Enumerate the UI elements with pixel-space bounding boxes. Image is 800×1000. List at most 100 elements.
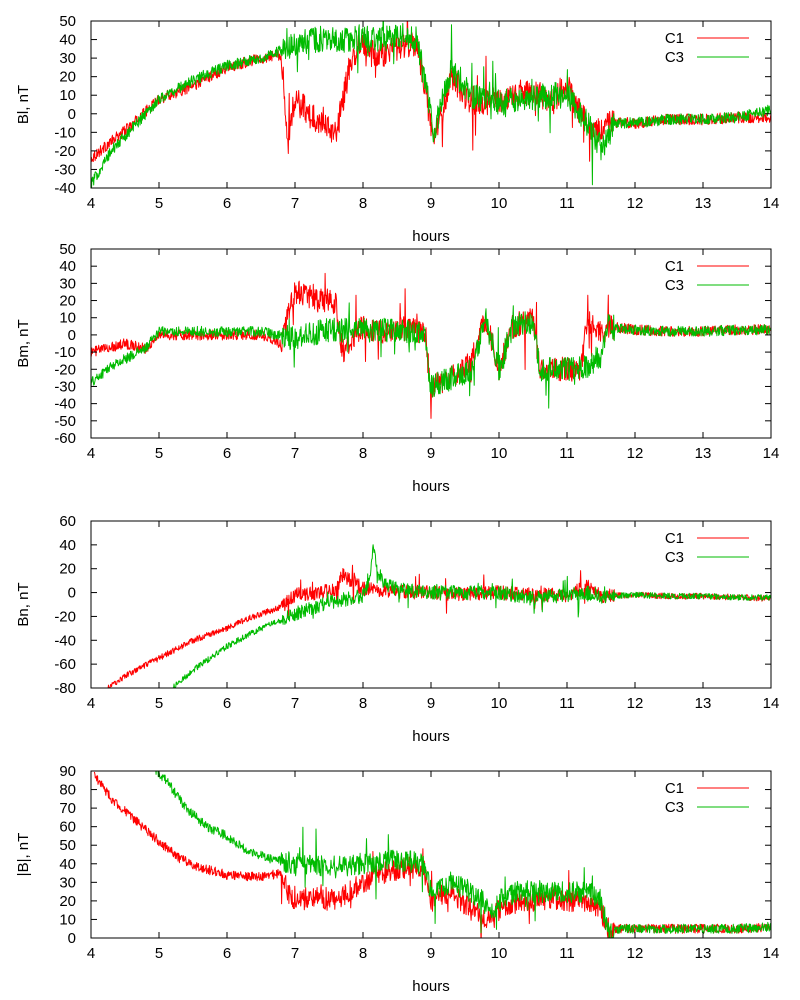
x-tick-label: 11	[559, 695, 575, 712]
x-tick-label: 12	[627, 445, 644, 462]
series-c1-line	[107, 564, 771, 688]
y-tick-label: 20	[59, 893, 76, 910]
y-tick-label: 40	[59, 32, 76, 49]
x-tick-label: 11	[559, 195, 575, 212]
legend-label-c3: C3	[665, 277, 684, 294]
y-tick-label: -40	[54, 180, 76, 197]
x-tick-label: 5	[155, 445, 163, 462]
series-c3-line	[155, 771, 771, 938]
panel-1: 4 5 6 7 8 9 10 11 12 13 14-40-30-20-1001020304050h…	[15, 13, 779, 245]
x-tick-label: 12	[627, 195, 644, 212]
y-tick-label: 60	[59, 819, 76, 836]
series-c1-line	[93, 771, 771, 938]
x-tick-label: 6	[223, 695, 231, 712]
x-axis-label: hours	[412, 228, 450, 245]
y-tick-label: -50	[54, 413, 76, 430]
x-tick-label: 9	[427, 445, 435, 462]
x-tick-label: 13	[695, 195, 712, 212]
legend-label-c3: C3	[665, 49, 684, 66]
x-tick-label: 4	[87, 445, 95, 462]
y-tick-label: -80	[54, 680, 76, 697]
y-tick-label: 80	[59, 782, 76, 799]
x-tick-label: 13	[695, 445, 712, 462]
x-tick-label: 13	[695, 695, 712, 712]
y-tick-label: 50	[59, 13, 76, 30]
y-tick-label: 20	[59, 561, 76, 578]
x-tick-label: 7	[291, 695, 299, 712]
legend-label-c1: C1	[665, 780, 684, 797]
series-c3-line	[91, 302, 771, 409]
x-tick-label: 7	[291, 945, 299, 962]
legend-label-c1: C1	[665, 530, 684, 547]
y-tick-label: 20	[59, 69, 76, 86]
y-tick-label: 50	[59, 837, 76, 854]
y-tick-label: 0	[68, 106, 76, 123]
x-tick-label: 8	[359, 195, 367, 212]
x-tick-label: 4	[87, 945, 95, 962]
series-c3-line	[172, 544, 771, 688]
y-axis-label: |B|, nT	[15, 833, 32, 877]
x-tick-label: 9	[427, 695, 435, 712]
x-tick-label: 8	[359, 695, 367, 712]
y-tick-label: 10	[59, 911, 76, 928]
x-tick-label: 4	[87, 695, 95, 712]
x-axis-label: hours	[412, 478, 450, 495]
series-c3-line	[91, 21, 771, 188]
y-tick-label: 90	[59, 763, 76, 780]
x-tick-label: 6	[223, 945, 231, 962]
y-tick-label: 0	[68, 585, 76, 602]
y-tick-label: 40	[59, 537, 76, 554]
x-tick-label: 5	[155, 945, 163, 962]
x-tick-label: 8	[359, 945, 367, 962]
y-tick-label: -20	[54, 143, 76, 160]
x-tick-label: 6	[223, 195, 231, 212]
y-tick-label: 60	[59, 513, 76, 530]
x-tick-label: 14	[763, 445, 780, 462]
x-tick-label: 10	[491, 945, 508, 962]
y-tick-label: 0	[68, 327, 76, 344]
x-tick-label: 4	[87, 195, 95, 212]
y-tick-label: -10	[54, 124, 76, 141]
y-axis-label: Bl, nT	[15, 85, 32, 124]
series-group	[91, 272, 771, 419]
x-tick-label: 9	[427, 195, 435, 212]
x-tick-label: 11	[559, 445, 575, 462]
x-tick-label: 7	[291, 445, 299, 462]
y-tick-label: -10	[54, 344, 76, 361]
y-axis-label: Bm, nT	[15, 319, 32, 367]
x-tick-label: 6	[223, 445, 231, 462]
y-tick-label: 30	[59, 275, 76, 292]
y-tick-label: 70	[59, 800, 76, 817]
series-group	[91, 21, 771, 188]
y-tick-label: -60	[54, 430, 76, 447]
x-axis-label: hours	[412, 978, 450, 995]
x-tick-label: 8	[359, 445, 367, 462]
x-tick-label: 14	[763, 695, 780, 712]
legend-label-c3: C3	[665, 799, 684, 816]
y-tick-label: -20	[54, 608, 76, 625]
y-tick-label: -40	[54, 396, 76, 413]
x-tick-label: 10	[491, 195, 508, 212]
x-tick-label: 14	[763, 945, 780, 962]
legend-label-c1: C1	[665, 30, 684, 47]
y-tick-label: 20	[59, 293, 76, 310]
x-tick-label: 5	[155, 195, 163, 212]
y-axis-label: Bn, nT	[15, 582, 32, 626]
legend-label-c1: C1	[665, 258, 684, 275]
x-axis-label: hours	[412, 728, 450, 745]
legend-label-c3: C3	[665, 549, 684, 566]
y-tick-label: 30	[59, 50, 76, 67]
x-tick-label: 9	[427, 945, 435, 962]
x-tick-label: 12	[627, 695, 644, 712]
x-tick-label: 10	[491, 695, 508, 712]
y-tick-label: 30	[59, 874, 76, 891]
x-tick-label: 7	[291, 195, 299, 212]
y-tick-label: 0	[68, 930, 76, 947]
x-tick-label: 5	[155, 695, 163, 712]
panel-2: 4 5 6 7 8 9 10 11 12 13 14-60-50-40-30-20-10010203…	[15, 241, 779, 495]
y-tick-label: 40	[59, 258, 76, 275]
y-tick-label: 10	[59, 310, 76, 327]
series-c1-line	[91, 272, 771, 419]
y-tick-label: -60	[54, 656, 76, 673]
